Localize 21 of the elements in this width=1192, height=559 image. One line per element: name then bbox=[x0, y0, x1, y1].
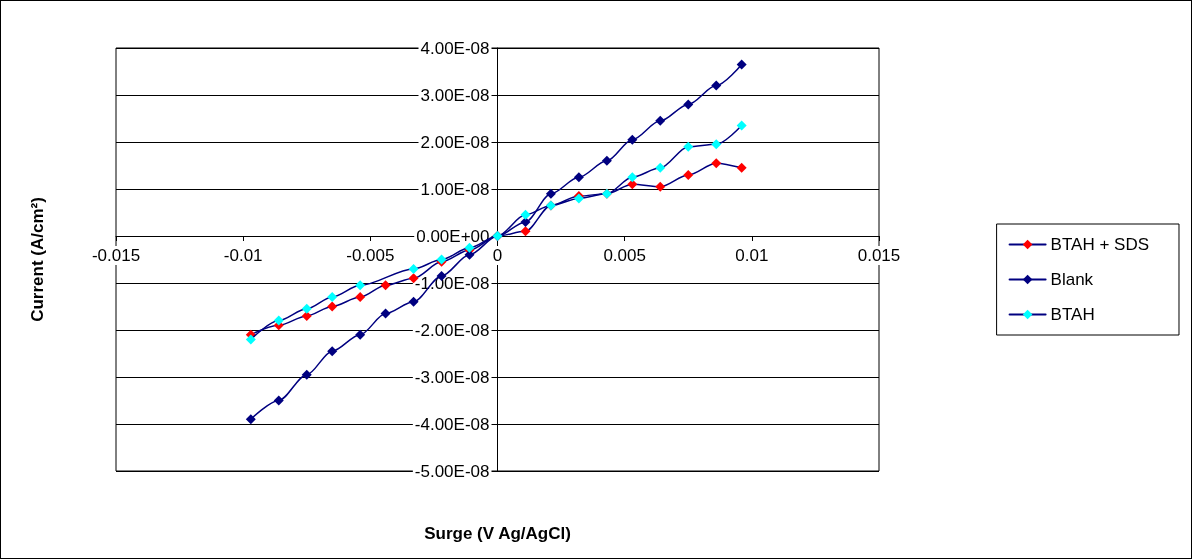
x-tick-label: -0.01 bbox=[223, 246, 263, 265]
x-tick-label: 0.01 bbox=[735, 246, 769, 265]
y-tick-label: 3.00E-08 bbox=[420, 85, 490, 105]
legend-label: BTAH bbox=[1050, 305, 1095, 324]
x-tick-label: -0.015 bbox=[91, 246, 141, 265]
x-axis-title: Surge (V Ag/AgCl) bbox=[424, 523, 571, 543]
y-axis-title: Current (A/cm²) bbox=[28, 197, 47, 322]
x-tick-label: 0 bbox=[492, 246, 503, 265]
legend-label: Blank bbox=[1050, 270, 1094, 289]
x-tick-label: 0.015 bbox=[857, 246, 901, 265]
legend-label: BTAH + SDS bbox=[1050, 235, 1149, 254]
y-tick-label: 0.00E+00 bbox=[416, 226, 490, 246]
y-tick-label: -4.00E-08 bbox=[414, 414, 490, 434]
x-tick-label: 0.005 bbox=[603, 246, 646, 265]
y-tick-label: 4.00E-08 bbox=[420, 38, 490, 58]
y-tick-label: -2.00E-08 bbox=[414, 320, 490, 340]
y-tick-label: 2.00E-08 bbox=[420, 132, 490, 152]
x-tick-label: -0.005 bbox=[346, 246, 395, 265]
y-tick-label: 1.00E-08 bbox=[420, 179, 490, 199]
y-tick-label: -3.00E-08 bbox=[414, 367, 490, 387]
y-tick-label: -5.00E-08 bbox=[414, 461, 490, 481]
